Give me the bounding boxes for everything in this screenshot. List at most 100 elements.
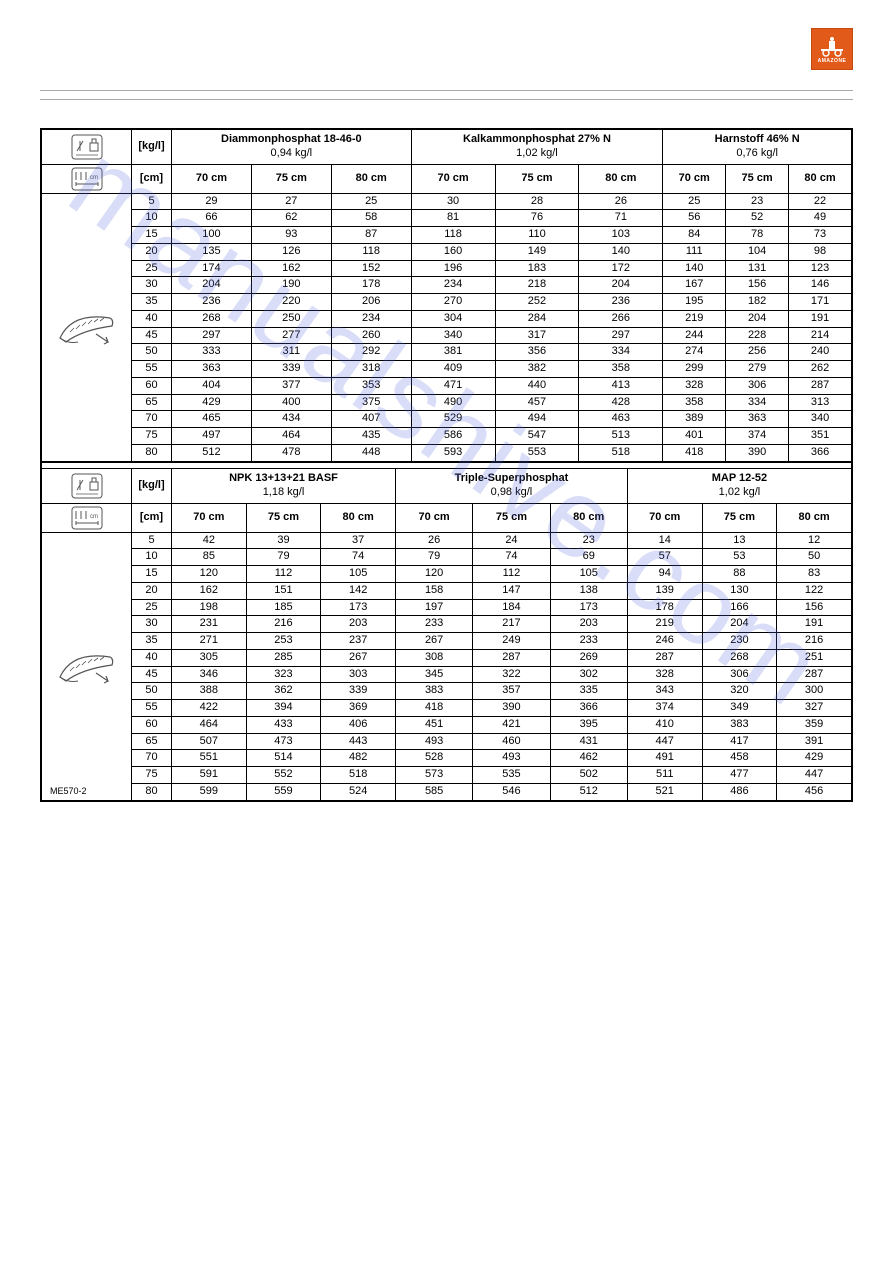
table-cell: 131: [726, 260, 789, 277]
table-cell: 268: [702, 649, 777, 666]
table-cell: 318: [331, 361, 411, 378]
table-cell: 346: [172, 666, 247, 683]
table-cell: 460: [473, 733, 550, 750]
table-cell: 12: [777, 532, 852, 549]
table-cell: 110: [495, 227, 579, 244]
table-cell: 447: [777, 767, 852, 784]
table-cell: 244: [663, 327, 726, 344]
column-label: 70 cm: [172, 164, 252, 193]
table-cell: 266: [579, 310, 663, 327]
table-cell: 173: [321, 599, 396, 616]
table-cell: 172: [579, 260, 663, 277]
table-cell: 28: [495, 193, 579, 210]
table-cell: 502: [550, 767, 627, 784]
table-cell: 366: [550, 700, 627, 717]
table-cell: 123: [789, 260, 852, 277]
product-name: Harnstoff 46% N0,76 kg/l: [663, 130, 852, 165]
table-cell: 528: [395, 750, 472, 767]
table-cell: 58: [331, 210, 411, 227]
table-cell: 230: [702, 633, 777, 650]
column-label: 75 cm: [246, 503, 321, 532]
table-cell: 377: [251, 377, 331, 394]
table-cell: 270: [411, 294, 495, 311]
table-cell: 491: [627, 750, 702, 767]
table-cell: 340: [789, 411, 852, 428]
table-cell: 422: [172, 700, 247, 717]
table-cell: 599: [172, 783, 247, 800]
product-name: Triple-Superphosphat0,98 kg/l: [395, 469, 627, 504]
table-row: 35271253237267249233246230216: [42, 633, 852, 650]
row-label: 75: [132, 428, 172, 445]
table-cell: 190: [251, 277, 331, 294]
table-cell: 573: [395, 767, 472, 784]
table-cell: 343: [627, 683, 702, 700]
table-cell: 105: [550, 566, 627, 583]
table-row: 50388362339383357335343320300: [42, 683, 852, 700]
column-label: 75 cm: [702, 503, 777, 532]
table-cell: 464: [251, 428, 331, 445]
column-label: 70 cm: [395, 503, 472, 532]
table-row: 5292725302826252322: [42, 193, 852, 210]
table-cell: 333: [172, 344, 252, 361]
table-cell: 149: [495, 243, 579, 260]
row-label: 40: [132, 649, 172, 666]
ruler-icon: cm: [42, 503, 132, 532]
table-cell: 413: [579, 377, 663, 394]
product-name: Kalkammonphosphat 27% N1,02 kg/l: [411, 130, 663, 165]
table-cell: 406: [321, 716, 396, 733]
table-cell: 196: [411, 260, 495, 277]
table-row: 151009387118110103847873: [42, 227, 852, 244]
table-cell: 279: [726, 361, 789, 378]
table-cell: 382: [495, 361, 579, 378]
table-cell: 435: [331, 428, 411, 445]
table-cell: 262: [789, 361, 852, 378]
table-cell: 311: [251, 344, 331, 361]
table-cell: 183: [495, 260, 579, 277]
table-cell: 292: [331, 344, 411, 361]
column-label: 80 cm: [550, 503, 627, 532]
table-cell: 76: [495, 210, 579, 227]
row-label: 60: [132, 377, 172, 394]
table-cell: 160: [411, 243, 495, 260]
table-cell: 57: [627, 549, 702, 566]
table-cell: 240: [789, 344, 852, 361]
table-cell: 362: [246, 683, 321, 700]
table-cell: 340: [411, 327, 495, 344]
table-cell: 151: [246, 582, 321, 599]
table-cell: 182: [726, 294, 789, 311]
table-cell: 81: [411, 210, 495, 227]
table-cell: 559: [246, 783, 321, 800]
table-cell: 162: [172, 582, 247, 599]
table-cell: 322: [473, 666, 550, 683]
table-cell: 359: [777, 716, 852, 733]
table-cell: 74: [473, 549, 550, 566]
table-cell: 30: [411, 193, 495, 210]
table-cell: 409: [411, 361, 495, 378]
row-label: 80: [132, 444, 172, 461]
table-cell: 471: [411, 377, 495, 394]
table-cell: 369: [321, 700, 396, 717]
table-cell: 357: [473, 683, 550, 700]
table-cell: 358: [579, 361, 663, 378]
table-cell: 356: [495, 344, 579, 361]
table-cell: 111: [663, 243, 726, 260]
fertilizer-tables: [kg/l]Diammonphosphat 18-46-00,94 kg/lKa…: [40, 128, 853, 802]
table-cell: 140: [663, 260, 726, 277]
table-cell: 593: [411, 444, 495, 461]
table-cell: 287: [627, 649, 702, 666]
table-cell: 297: [579, 327, 663, 344]
product-name: MAP 12-521,02 kg/l: [627, 469, 851, 504]
column-label: 70 cm: [627, 503, 702, 532]
table-cell: 26: [395, 532, 472, 549]
table-cell: 206: [331, 294, 411, 311]
table-cell: 217: [473, 616, 550, 633]
table-cell: 375: [331, 394, 411, 411]
table-cell: 306: [726, 377, 789, 394]
table-cell: 268: [172, 310, 252, 327]
table-cell: 22: [789, 193, 852, 210]
table-row: 15120112105120112105948883: [42, 566, 852, 583]
table-cell: 410: [627, 716, 702, 733]
table-cell: 220: [251, 294, 331, 311]
table-cell: 204: [172, 277, 252, 294]
column-header-row: cm[cm]70 cm75 cm80 cm70 cm75 cm80 cm70 c…: [42, 164, 852, 193]
